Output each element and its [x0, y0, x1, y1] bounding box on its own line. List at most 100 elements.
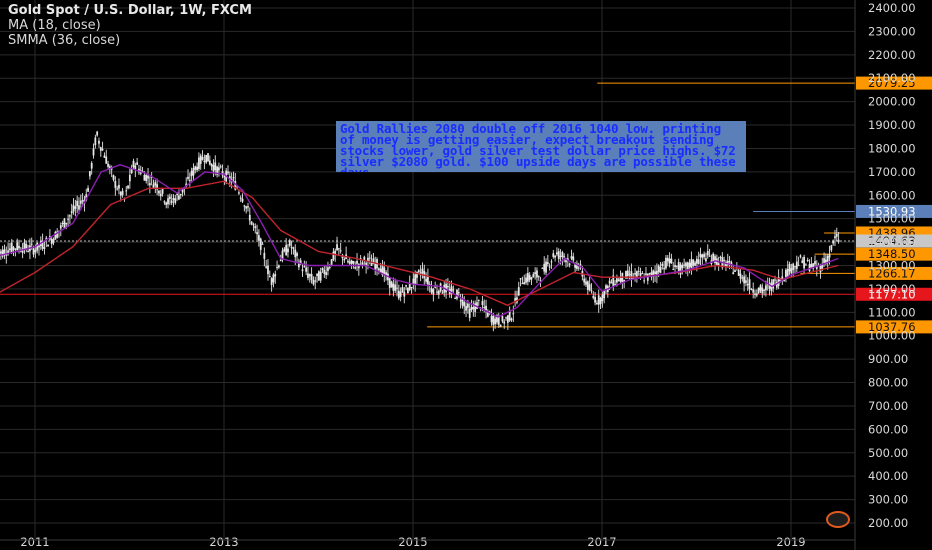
- candle-body: [281, 250, 284, 259]
- candle-body: [794, 266, 796, 268]
- candle-body: [643, 280, 646, 282]
- candle-body: [134, 165, 137, 170]
- y-tick-label: 2400.00: [868, 1, 916, 15]
- candle-body: [766, 284, 769, 286]
- candle-body: [614, 283, 616, 285]
- candle-body: [294, 249, 297, 258]
- candle-body: [1, 249, 4, 257]
- candle-body: [38, 245, 40, 248]
- candle-body: [116, 188, 119, 190]
- candle-body: [566, 258, 569, 261]
- level-price-label: 1348.50: [868, 247, 916, 261]
- candle-body: [681, 264, 684, 269]
- level-price-tag: [856, 204, 932, 218]
- candle-body: [508, 311, 511, 321]
- candle-body: [12, 247, 15, 250]
- candle-body: [381, 265, 384, 276]
- candle-body: [203, 160, 206, 163]
- candle-body: [223, 175, 226, 178]
- candle-body: [663, 267, 666, 270]
- candle-body: [616, 278, 618, 283]
- candle-body: [732, 272, 735, 275]
- candle-body: [239, 197, 242, 199]
- tradingview-logo-icon[interactable]: [826, 511, 850, 528]
- candle-body: [421, 268, 424, 274]
- candle-body: [819, 265, 822, 273]
- y-tick-label: 400.00: [868, 469, 908, 483]
- candle-body: [645, 273, 647, 275]
- candle-body: [317, 271, 320, 281]
- candle-body: [563, 256, 566, 258]
- x-tick-label: 2013: [209, 535, 238, 549]
- candle-body: [596, 303, 598, 305]
- candle-body: [828, 253, 831, 258]
- candle-body: [648, 273, 651, 275]
- candle-body: [476, 302, 478, 309]
- candle-body: [490, 315, 493, 323]
- y-tick-label: 200.00: [868, 516, 908, 530]
- y-tick-label: 800.00: [868, 376, 908, 390]
- text-annotation[interactable]: Gold Rallies 2080 double off 2016 1040 l…: [336, 121, 746, 172]
- candle-body: [265, 266, 268, 268]
- candle-body: [461, 297, 464, 306]
- candle-body: [272, 274, 275, 283]
- candle-body: [212, 165, 215, 172]
- y-tick-label: 300.00: [868, 493, 908, 507]
- candle-body: [574, 264, 577, 268]
- candle-body: [119, 192, 122, 196]
- candle-body: [661, 263, 664, 266]
- level-price-tag: [856, 287, 932, 301]
- candle-body: [205, 155, 208, 163]
- candle-body: [617, 279, 620, 282]
- candle-body: [436, 291, 438, 293]
- candle-body: [388, 278, 391, 288]
- candle-body: [214, 162, 217, 171]
- level-price-label: 1266.17: [868, 266, 916, 280]
- candle-body: [679, 264, 682, 275]
- candle-body: [752, 289, 755, 293]
- candle-body: [96, 131, 99, 136]
- candle-body: [314, 280, 317, 282]
- candle-body: [94, 137, 97, 146]
- candle-body: [826, 256, 829, 263]
- candle-body: [110, 168, 113, 170]
- candle-body: [377, 268, 380, 271]
- y-tick-label: 700.00: [868, 399, 908, 413]
- candle-body: [5, 254, 8, 256]
- candle-body: [287, 248, 289, 253]
- level-price-label: 1530.93: [868, 204, 916, 218]
- candle-body: [174, 198, 177, 203]
- candle-body: [247, 206, 249, 208]
- candle-body: [492, 315, 495, 325]
- candle-body: [319, 271, 322, 281]
- candle-body: [670, 258, 673, 264]
- candle-body: [367, 257, 369, 262]
- candle-body: [659, 266, 662, 273]
- candle-body: [396, 287, 398, 289]
- candle-body: [414, 274, 417, 285]
- y-tick-label: 600.00: [868, 422, 908, 436]
- level-price-label: 2079.25: [868, 76, 916, 90]
- candle-body: [178, 195, 180, 200]
- candle-body: [599, 298, 602, 305]
- candle-body: [163, 201, 166, 203]
- candle-body: [99, 147, 102, 151]
- candle-body: [176, 193, 179, 195]
- candle-body: [806, 260, 809, 262]
- candle-body: [719, 256, 722, 258]
- candle-body: [14, 248, 17, 250]
- candle-body: [354, 267, 357, 269]
- candle-body: [792, 263, 795, 271]
- candle-body: [54, 232, 57, 240]
- candle-body: [334, 250, 337, 254]
- candle-body: [245, 206, 248, 209]
- candle-body: [359, 258, 362, 260]
- candle-body: [172, 197, 175, 201]
- candle-body: [61, 222, 64, 224]
- candle-body: [383, 267, 386, 275]
- candle-body: [368, 257, 371, 259]
- candle-body: [25, 244, 28, 249]
- candle-body: [147, 175, 149, 179]
- candle-body: [823, 258, 825, 263]
